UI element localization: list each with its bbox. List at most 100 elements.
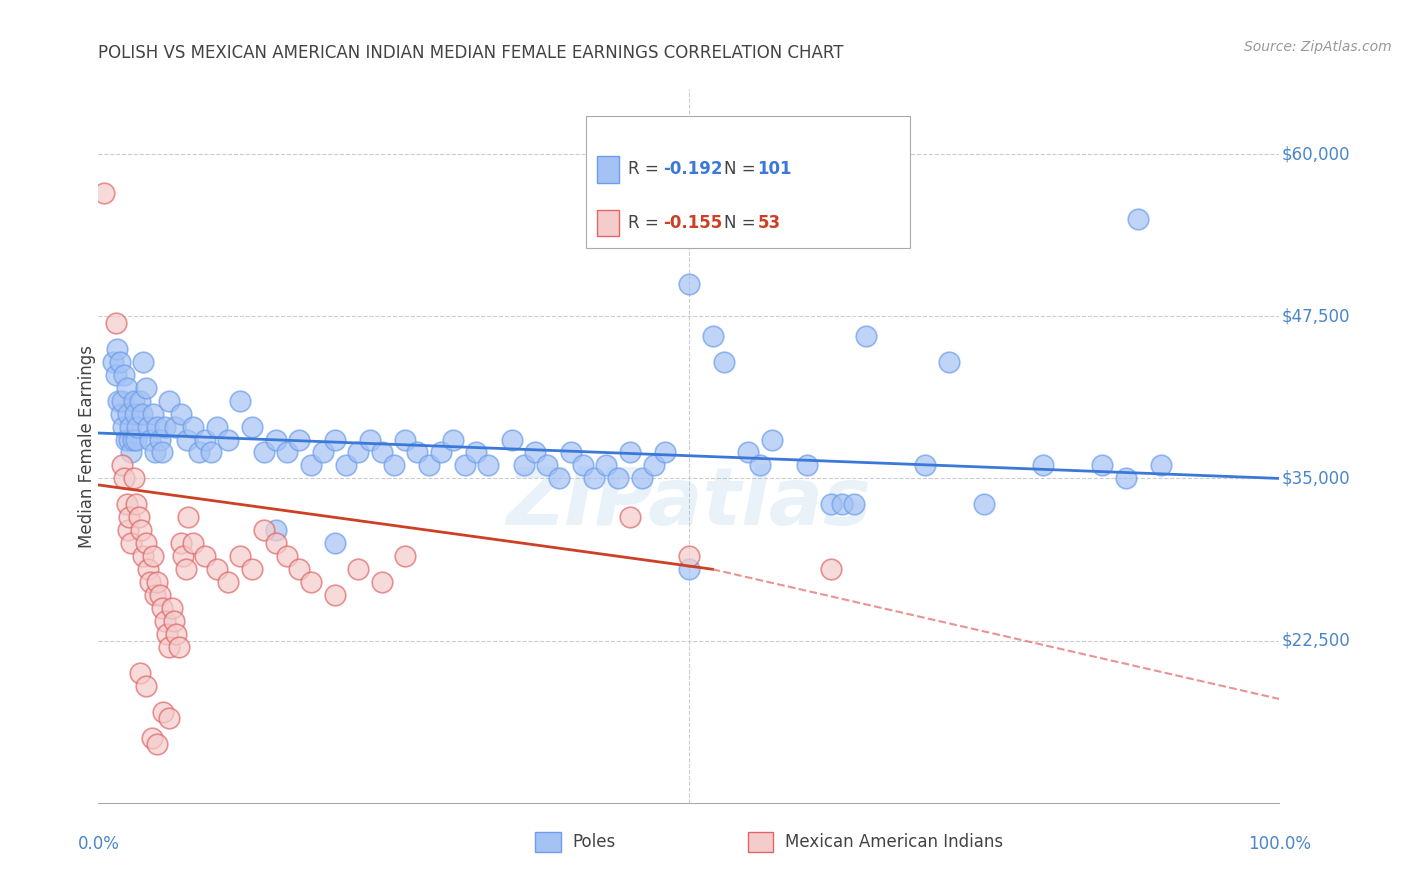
Point <box>548 471 571 485</box>
Point <box>678 277 700 291</box>
Point <box>253 445 276 459</box>
Text: R =: R = <box>628 161 664 178</box>
Point <box>299 575 322 590</box>
Point <box>253 524 276 538</box>
Text: 101: 101 <box>758 161 792 178</box>
Point <box>1091 458 1114 473</box>
Point <box>142 549 165 564</box>
Point <box>347 445 370 459</box>
Point <box>240 562 263 576</box>
Point <box>312 445 335 459</box>
Point <box>217 433 239 447</box>
Point <box>187 445 209 459</box>
Point <box>132 354 155 368</box>
Point <box>1115 471 1137 485</box>
Point <box>167 640 190 654</box>
Point <box>465 445 488 459</box>
Point <box>560 445 582 459</box>
Point <box>820 497 842 511</box>
Point <box>153 614 176 628</box>
Point <box>276 445 298 459</box>
Text: -0.155: -0.155 <box>664 214 723 232</box>
Point <box>150 601 173 615</box>
Point <box>152 705 174 719</box>
Point <box>112 419 135 434</box>
Point <box>205 419 228 434</box>
Point <box>136 419 159 434</box>
Point <box>973 497 995 511</box>
Text: ZIPatlas: ZIPatlas <box>506 464 872 542</box>
Point <box>107 393 129 408</box>
Point <box>583 471 606 485</box>
Point <box>217 575 239 590</box>
Point <box>194 549 217 564</box>
Text: 100.0%: 100.0% <box>1249 835 1310 853</box>
Point <box>115 497 138 511</box>
Point <box>264 433 287 447</box>
Point <box>122 393 145 408</box>
Point <box>111 458 134 473</box>
Text: $60,000: $60,000 <box>1282 145 1350 163</box>
Point <box>150 445 173 459</box>
Point <box>335 458 357 473</box>
Point <box>120 419 142 434</box>
Text: Source: ZipAtlas.com: Source: ZipAtlas.com <box>1244 39 1392 54</box>
Point <box>181 536 204 550</box>
Point <box>143 445 166 459</box>
Point <box>323 536 346 550</box>
Point <box>101 354 124 368</box>
Point <box>288 433 311 447</box>
Point <box>115 381 138 395</box>
Point <box>229 393 252 408</box>
Point <box>761 433 783 447</box>
Point <box>118 433 141 447</box>
Point <box>142 407 165 421</box>
Point <box>1032 458 1054 473</box>
Point <box>371 575 394 590</box>
Point <box>323 588 346 602</box>
Point <box>165 419 187 434</box>
Point <box>737 445 759 459</box>
Point <box>153 419 176 434</box>
Point <box>441 433 464 447</box>
Point <box>112 471 135 485</box>
Point <box>135 381 157 395</box>
Point <box>105 342 128 356</box>
Point <box>205 562 228 576</box>
Point <box>139 575 162 590</box>
Point <box>156 627 179 641</box>
Point <box>200 445 222 459</box>
Point <box>288 562 311 576</box>
Point <box>131 407 153 421</box>
Point <box>105 368 128 382</box>
Point <box>172 549 194 564</box>
Point <box>643 458 665 473</box>
Point <box>114 433 136 447</box>
Point <box>118 510 141 524</box>
Point <box>323 433 346 447</box>
Point <box>170 536 193 550</box>
Point <box>149 588 172 602</box>
Point <box>619 445 641 459</box>
Point <box>512 458 534 473</box>
Point <box>110 407 132 421</box>
Point <box>394 549 416 564</box>
Point <box>702 328 724 343</box>
Point <box>607 471 630 485</box>
Point <box>170 407 193 421</box>
Text: -0.192: -0.192 <box>664 161 723 178</box>
Point <box>371 445 394 459</box>
Point <box>1126 211 1149 226</box>
Text: Poles: Poles <box>572 833 616 851</box>
Point <box>122 471 145 485</box>
Point <box>176 433 198 447</box>
Point <box>93 186 115 200</box>
Point <box>501 433 523 447</box>
Point <box>938 354 960 368</box>
Point <box>125 433 148 447</box>
Point <box>132 549 155 564</box>
Point <box>121 445 143 459</box>
Point <box>128 510 150 524</box>
Point <box>276 549 298 564</box>
Point <box>382 458 405 473</box>
